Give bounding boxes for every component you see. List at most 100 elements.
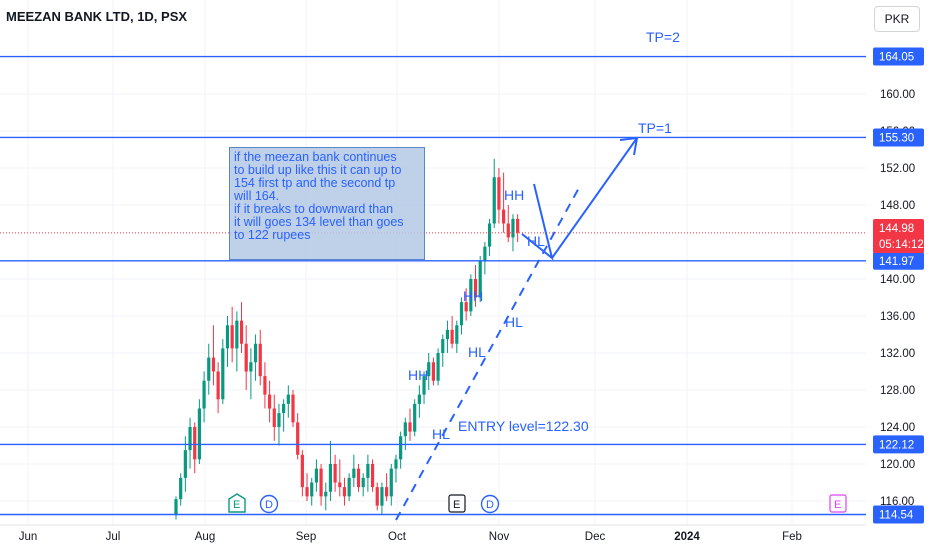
svg-text:E: E	[834, 499, 841, 511]
dividend-marker[interactable]: D	[259, 494, 279, 514]
candle-body	[258, 343, 262, 377]
svg-text:E: E	[453, 499, 460, 511]
candle-body	[211, 357, 216, 372]
candle-body	[296, 422, 300, 455]
time-tick-label: Nov	[489, 531, 510, 543]
candle-body	[193, 427, 197, 460]
svg-text:D: D	[486, 499, 494, 511]
price-tick-label: 152.00	[880, 163, 915, 175]
grid-lines	[0, 0, 866, 525]
candle-body	[497, 177, 501, 210]
svg-text:E: E	[233, 499, 240, 511]
price-level-label: 155.30	[879, 132, 914, 144]
candle-body	[394, 459, 398, 469]
svg-text:D: D	[265, 499, 273, 511]
hl-label: HL	[468, 344, 486, 360]
earnings-marker[interactable]: E	[829, 494, 847, 513]
candle-body	[464, 302, 468, 312]
candle-body	[389, 468, 393, 497]
candle-body	[459, 302, 464, 326]
candle-body	[492, 177, 496, 224]
price-level-badge	[873, 505, 924, 524]
candle-body	[272, 408, 276, 427]
annotation-labels: TP=2 TP=1 HH HL HH HL HH HL HH HL ENTRY …	[408, 29, 680, 442]
candle-body	[445, 329, 450, 340]
candle-body	[277, 413, 281, 427]
candle-body	[516, 218, 520, 233]
price-level-badge	[873, 47, 924, 66]
hh-label: HH	[408, 367, 428, 383]
target-arrowhead[interactable]	[619, 136, 639, 156]
candle-body	[352, 468, 356, 478]
annotation-note[interactable]: if the meezan bank continues to build up…	[229, 147, 425, 260]
earnings-marker[interactable]: E	[448, 494, 466, 513]
time-tick-label: Jun	[19, 531, 38, 543]
candle-body	[253, 343, 258, 363]
candle-body	[403, 422, 407, 437]
time-tick-label: Feb	[782, 531, 802, 543]
price-level-label: 114.54	[879, 510, 914, 522]
candle-body	[427, 362, 431, 377]
candle-body	[221, 348, 225, 400]
candle-body	[263, 376, 267, 395]
event-markers[interactable]: E D E D E	[228, 493, 847, 514]
candle-body	[431, 362, 435, 381]
price-level-labels: 164.05 155.30 141.97 122.12 114.54	[873, 47, 924, 524]
target-arrow[interactable]	[551, 137, 638, 259]
candle-body	[249, 362, 253, 372]
candle-body	[441, 339, 445, 353]
candle-body	[328, 464, 333, 492]
candle-body	[487, 223, 492, 247]
candle-body	[356, 468, 361, 488]
hl-label: HL	[527, 233, 545, 249]
time-tick-label: 2024	[674, 531, 700, 543]
price-tick-label: 132.00	[880, 348, 915, 360]
time-axis[interactable]: Jun Jul Aug Sep Oct Nov Dec 2024 Feb	[0, 524, 932, 550]
price-level-badge	[873, 251, 924, 270]
price-level-label: 122.12	[879, 439, 914, 451]
earnings-marker[interactable]: E	[228, 493, 246, 513]
time-tick-label: Oct	[388, 531, 407, 543]
horizontal-levels[interactable]	[0, 55, 866, 516]
annotation-drawings[interactable]	[395, 136, 639, 521]
candle-body	[347, 477, 351, 497]
candle-body	[506, 223, 510, 238]
candle-body	[483, 246, 487, 261]
price-tick-label: 136.00	[880, 311, 915, 323]
candle-body	[239, 320, 244, 344]
candles	[174, 158, 520, 520]
price-level-label: 164.05	[879, 52, 914, 64]
currency-selector[interactable]: PKR	[874, 6, 920, 32]
tp1-label: TP=1	[638, 120, 672, 136]
candle-body	[361, 477, 365, 488]
candle-body	[324, 491, 328, 497]
dividend-marker[interactable]: D	[480, 494, 500, 514]
candle-body	[174, 499, 178, 515]
candle-body	[417, 394, 421, 404]
time-tick-label: Jul	[106, 531, 121, 543]
candle-body	[366, 464, 370, 478]
candle-body	[455, 325, 459, 344]
price-tick-label: 148.00	[880, 200, 915, 212]
hh-label: HH	[504, 187, 524, 203]
price-level-badge	[873, 128, 924, 147]
candle-body	[291, 394, 295, 423]
candle-body	[408, 422, 412, 432]
candle-body	[268, 394, 272, 409]
candle-body	[216, 371, 220, 400]
candle-body	[179, 477, 183, 500]
candle-body	[436, 353, 440, 381]
candle-body	[207, 357, 211, 381]
candle-body	[333, 464, 337, 483]
price-tick-label: 116.00	[880, 496, 914, 508]
hl-label: HL	[432, 426, 450, 442]
candle-body	[450, 329, 454, 344]
candle-body	[305, 487, 309, 497]
price-tick-label: 128.00	[880, 385, 915, 397]
candle-body	[511, 218, 515, 238]
candle-body	[422, 376, 426, 395]
candle-body	[300, 454, 304, 488]
price-level-label: 141.97	[879, 256, 914, 268]
candle-body	[244, 343, 248, 372]
